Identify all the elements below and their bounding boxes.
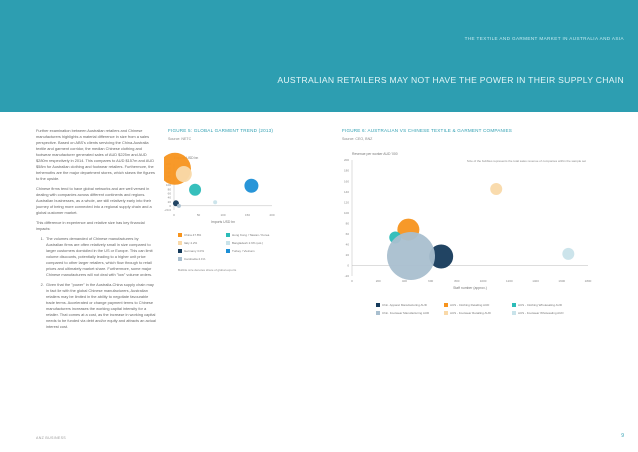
bubble-point [189, 183, 202, 196]
impact-item-1: The volumes demanded of Chinese manufact… [45, 236, 156, 278]
legend-swatch [512, 303, 516, 307]
legend-entry: AUS - Clothing Retailing AUD [450, 303, 490, 307]
x-tick-label: 50 [197, 213, 201, 217]
figure6-chart: Revenue per worker AUD '000-200204060801… [344, 152, 592, 315]
legend-swatch [444, 303, 448, 307]
body-paragraph-1: Further examination between Australian r… [36, 128, 155, 181]
legend-swatch [226, 249, 230, 253]
y-tick-label: 200 [344, 158, 349, 162]
y-tick-label: 20 [346, 253, 350, 257]
impact-list: The volumes demanded of Chinese manufact… [45, 236, 156, 330]
y-tick-label: 0 [347, 264, 349, 268]
y-tick-label: 20 [168, 200, 172, 204]
x-tick-label: 1600 [558, 279, 565, 283]
x-tick-label: 150 [245, 213, 250, 217]
figure5-title: FIGURE 5: GLOBAL GARMENT TREND (2013) [168, 128, 274, 133]
x-tick-label: 0 [173, 213, 175, 217]
x-tick-label: 1000 [480, 279, 487, 283]
x-tick-label: 400 [402, 279, 407, 283]
legend-entry: Italy 4.2% [184, 241, 198, 245]
bubble-point [213, 200, 218, 205]
legend-entry: AUS - Footwear Retailing AUD [450, 311, 492, 315]
bubble-point [429, 244, 454, 269]
y-tick-label: 100 [344, 211, 349, 215]
page-number: 9 [621, 433, 624, 439]
legend-entry: Turkey / Vietnam [232, 249, 255, 253]
x-tick-label: 1200 [506, 279, 513, 283]
y-axis-label: Revenue per worker AUD '000 [352, 152, 398, 156]
legend-swatch [376, 311, 380, 315]
y-tick-label: 60 [346, 232, 350, 236]
legend-entry: Chin. Apparel Manufacturing AUD [382, 303, 428, 307]
legend-entry: China 47.8% [184, 233, 202, 237]
legend-entry: Hong Kong / Taiwan / Korea [232, 233, 270, 237]
legend-entry: Chin. Footwear Manufacturing AUD [382, 311, 430, 315]
x-tick-label: 100 [220, 213, 225, 217]
y-tick-label: 160 [344, 179, 349, 183]
legend-swatch [178, 241, 182, 245]
legend-swatch [512, 311, 516, 315]
figure6-source: Source: CEO, BNZ [342, 137, 373, 141]
legend-entry: Cambodia 2.1% [184, 257, 206, 261]
legend-swatch [178, 257, 182, 261]
x-tick-label: 200 [269, 213, 274, 217]
header-title: AUSTRALIAN RETAILERS MAY NOT HAVE THE PO… [277, 75, 624, 85]
bubble-point [175, 166, 192, 183]
legend-swatch [178, 233, 182, 237]
legend-entry: AUS - Clothing Wholesaling AUD [518, 303, 563, 307]
legend-entry: AUS - Footwear Wholesaling AUD [518, 311, 564, 315]
bubble-point [387, 231, 435, 280]
bubble-point [490, 183, 503, 195]
x-tick-label: 600 [428, 279, 433, 283]
header-kicker: THE TEXTILE AND GARMENT MARKET IN AUSTRA… [464, 36, 624, 41]
y-tick-label: 0 [169, 204, 171, 208]
legend-swatch [226, 241, 230, 245]
figure5-source: Source: NETC [168, 137, 192, 141]
x-axis-label: Staff number (approx.) [453, 286, 487, 290]
y-tick-label: -20 [345, 274, 350, 278]
y-tick-label: 60 [168, 191, 172, 195]
legend-swatch [376, 303, 380, 307]
y-tick-label: 180 [344, 169, 349, 173]
x-tick-label: 1400 [532, 279, 539, 283]
figure6-note: Size of the bubbles represents the total… [467, 159, 586, 163]
y-tick-label: 40 [168, 196, 172, 200]
legend-swatch [226, 233, 230, 237]
legend-swatch [178, 249, 182, 253]
y-tick-label: 80 [346, 221, 350, 225]
legend-swatch [444, 311, 448, 315]
x-tick-label: 1800 [585, 279, 592, 283]
figure5-note: Bubble size denotes share of global expo… [178, 268, 237, 272]
y-tick-label: 140 [344, 190, 349, 194]
y-tick-label: 100 [166, 183, 171, 187]
y-tick-label: 120 [344, 200, 349, 204]
y-tick-label: -20.0 [164, 208, 171, 212]
body-text-column: Further examination between Australian r… [36, 128, 156, 334]
x-axis-label: Imports USD bn [211, 220, 235, 224]
x-tick-label: 200 [376, 279, 381, 283]
legend-entry: Germany 3.0% [184, 249, 204, 253]
body-paragraph-2: Chinese firms tend to have global networ… [36, 186, 152, 215]
figure6-title: FIGURE 6: AUSTRALIAN VS CHINESE TEXTILE … [342, 128, 513, 133]
bubble-point [244, 178, 259, 193]
y-tick-label: 80 [168, 187, 172, 191]
figure5-chart: Exports USD bn-20.0020406080100120140160… [164, 152, 275, 272]
legend-entry: Bangladesh 2.9% (est.) [232, 241, 263, 245]
body-paragraph-3: This difference in experience and relati… [36, 220, 145, 231]
y-tick-label: 40 [346, 243, 350, 247]
footer-brand: ANZ BUSINESS [36, 436, 66, 440]
x-tick-label: 800 [454, 279, 459, 283]
x-tick-label: 0 [351, 279, 353, 283]
impact-item-2: Given that the "power" in the Australia-… [45, 282, 156, 330]
header-band: THE TEXTILE AND GARMENT MARKET IN AUSTRA… [0, 0, 638, 112]
bubble-point [562, 247, 575, 260]
bubble-point [176, 203, 181, 208]
